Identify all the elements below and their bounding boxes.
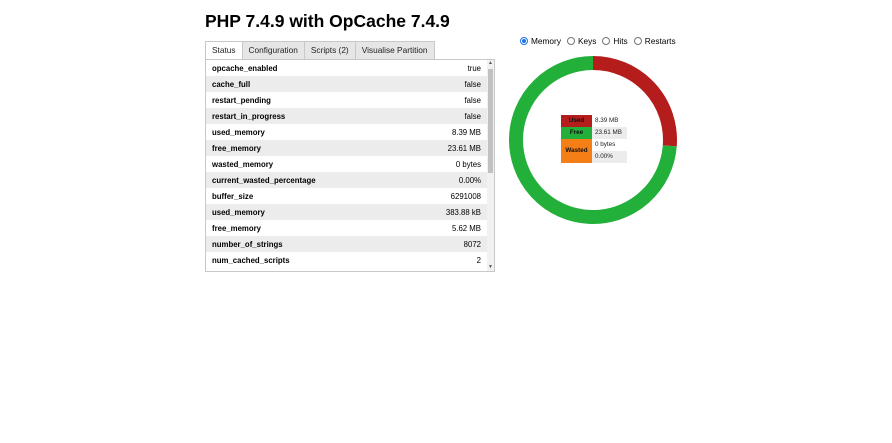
tab-scripts[interactable]: Scripts (2) xyxy=(303,41,355,60)
row-value: 0 bytes xyxy=(455,159,481,169)
table-row: buffer_size 6291008 xyxy=(206,188,487,204)
table-row: used_memory 8.39 MB xyxy=(206,124,487,140)
radio-label: Hits xyxy=(613,36,628,46)
table-row: free_memory 23.61 MB xyxy=(206,140,487,156)
row-value: 0.00% xyxy=(458,175,481,185)
legend-used-value: 8.39 MB xyxy=(595,117,619,124)
memory-donut-chart xyxy=(509,56,677,224)
table-row: current_wasted_percentage 0.00% xyxy=(206,172,487,188)
table-row: restart_in_progress false xyxy=(206,108,487,124)
legend-wasted-label: Wasted xyxy=(561,139,592,163)
row-value: false xyxy=(464,111,481,121)
radio-button[interactable] xyxy=(602,37,611,45)
status-rows: opcache_enabled true cache_full false rest… xyxy=(206,60,487,268)
radio-label: Keys xyxy=(577,36,597,46)
radio-restarts[interactable]: Restarts xyxy=(633,36,676,46)
row-value: 8072 xyxy=(463,239,481,249)
row-key: wasted_memory xyxy=(212,159,274,169)
row-value: 2 xyxy=(476,255,481,265)
table-row: opcache_enabled true xyxy=(206,60,487,76)
radio-button[interactable] xyxy=(520,37,528,45)
row-value: 23.61 MB xyxy=(447,143,481,153)
legend-wasted-percentage: 0.00% xyxy=(592,151,627,163)
row-key: free_memory xyxy=(212,223,261,233)
row-key: num_cached_scripts xyxy=(212,255,290,265)
row-value: false xyxy=(464,95,481,105)
table-row: restart_pending false xyxy=(206,92,487,108)
chart-mode-radio-group: Memory Keys Hits Restarts xyxy=(520,36,682,46)
scroll-down-arrow-icon[interactable]: ▼ xyxy=(488,264,493,270)
row-key: number_of_strings xyxy=(212,239,283,249)
vertical-scrollbar[interactable]: ▲ ▼ xyxy=(487,60,494,271)
legend-free-label: Free xyxy=(561,127,592,139)
row-value: false xyxy=(464,79,481,89)
legend-free-value: 23.61 MB xyxy=(592,127,627,139)
tab-bar: Status Configuration Scripts (2) Visuali… xyxy=(205,41,435,60)
row-value: 5.62 MB xyxy=(451,223,481,233)
legend-row-used: Used 8.39 MB xyxy=(561,115,627,127)
tab-status[interactable]: Status xyxy=(205,41,242,60)
row-key: restart_pending xyxy=(212,95,271,105)
donut-slice-free xyxy=(509,56,677,224)
radio-label: Memory xyxy=(531,36,561,46)
legend-wasted-values: 0 bytes 0.00% xyxy=(592,139,627,163)
table-row: wasted_memory 0 bytes xyxy=(206,156,487,172)
legend-used-label: Used xyxy=(561,115,592,127)
chart-legend: Used 8.39 MB Free 23.61 MB Wasted 0 byte… xyxy=(561,115,627,163)
radio-hits[interactable]: Hits xyxy=(602,36,628,46)
page-title: PHP 7.4.9 with OpCache 7.4.9 xyxy=(205,11,450,31)
legend-wasted-value: 0 bytes xyxy=(595,141,616,148)
scroll-up-arrow-icon[interactable]: ▲ xyxy=(488,60,493,66)
row-key: used_memory xyxy=(212,207,265,217)
tab-configuration[interactable]: Configuration xyxy=(241,41,304,60)
legend-row-free: Free 23.61 MB xyxy=(561,127,627,139)
radio-memory[interactable]: Memory xyxy=(520,36,561,46)
legend-row-wasted: Wasted 0 bytes 0.00% xyxy=(561,139,627,163)
table-row: number_of_strings 8072 xyxy=(206,236,487,252)
row-key: used_memory xyxy=(212,127,265,137)
row-value: true xyxy=(467,63,481,73)
row-value: 8.39 MB xyxy=(451,127,481,137)
row-value: 383.88 kB xyxy=(445,207,481,217)
table-row: free_memory 5.62 MB xyxy=(206,220,487,236)
row-key: buffer_size xyxy=(212,191,254,201)
radio-button[interactable] xyxy=(566,37,575,45)
table-row: num_cached_scripts 2 xyxy=(206,252,487,268)
row-value: 6291008 xyxy=(450,191,481,201)
row-key: current_wasted_percentage xyxy=(212,175,316,185)
table-row: used_memory 383.88 kB xyxy=(206,204,487,220)
donut-slice-used xyxy=(592,56,677,147)
row-key: cache_full xyxy=(212,79,251,89)
row-key: free_memory xyxy=(212,143,261,153)
radio-button[interactable] xyxy=(633,37,642,45)
scrollbar-thumb[interactable] xyxy=(488,69,493,173)
row-key: restart_in_progress xyxy=(212,111,286,121)
status-table: opcache_enabled true cache_full false rest… xyxy=(205,59,495,272)
row-key: opcache_enabled xyxy=(212,63,278,73)
radio-label: Restarts xyxy=(644,36,676,46)
tab-visualise-partition[interactable]: Visualise Partition xyxy=(354,41,435,60)
radio-keys[interactable]: Keys xyxy=(566,36,597,46)
table-row: cache_full false xyxy=(206,76,487,92)
